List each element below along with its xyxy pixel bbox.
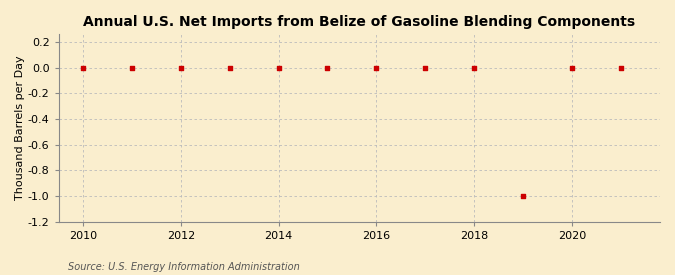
Point [420,65,431,70]
Title: Annual U.S. Net Imports from Belize of Gasoline Blending Components: Annual U.S. Net Imports from Belize of G… [83,15,635,29]
Point [126,65,137,70]
Point [371,65,382,70]
Point [518,194,529,198]
Y-axis label: Thousand Barrels per Day: Thousand Barrels per Day [15,56,25,200]
Point [322,65,333,70]
Point [616,65,626,70]
Point [176,65,186,70]
Point [566,65,577,70]
Point [78,65,88,70]
Point [273,65,284,70]
Text: Source: U.S. Energy Information Administration: Source: U.S. Energy Information Administ… [68,262,299,272]
Point [224,65,235,70]
Point [469,65,480,70]
